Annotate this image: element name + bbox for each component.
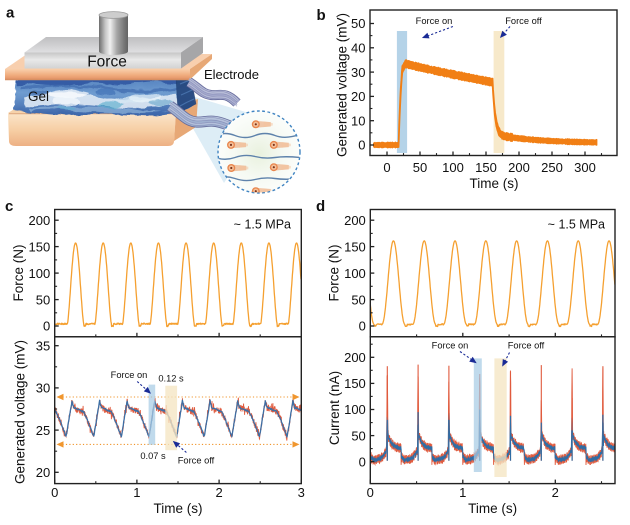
svg-text:Force off: Force off [505, 16, 542, 26]
svg-text:25: 25 [36, 423, 50, 438]
svg-text:Time (s): Time (s) [470, 176, 519, 191]
svg-text:100: 100 [344, 266, 366, 281]
svg-text:200: 200 [344, 350, 366, 365]
svg-text:200: 200 [344, 213, 366, 228]
svg-text:Force on: Force on [111, 370, 148, 380]
svg-text:20: 20 [36, 465, 50, 480]
svg-text:100: 100 [442, 160, 464, 175]
svg-text:50: 50 [351, 292, 365, 307]
svg-text:50: 50 [36, 292, 50, 307]
svg-text:100: 100 [344, 402, 366, 417]
svg-text:Current (nA): Current (nA) [327, 371, 342, 445]
svg-text:1: 1 [133, 485, 140, 500]
svg-text:2: 2 [215, 485, 222, 500]
svg-text:1: 1 [459, 485, 466, 500]
svg-text:150: 150 [344, 376, 366, 391]
svg-text:Generated voltage (mV): Generated voltage (mV) [13, 340, 28, 484]
svg-text:250: 250 [541, 160, 563, 175]
svg-text:0: 0 [43, 319, 50, 334]
svg-text:c: c [5, 198, 13, 215]
svg-text:Force on: Force on [432, 341, 469, 351]
svg-text:50: 50 [413, 160, 427, 175]
svg-text:0: 0 [367, 485, 374, 500]
svg-text:a: a [6, 5, 15, 22]
svg-text:20: 20 [351, 89, 365, 104]
svg-text:Force (N): Force (N) [327, 245, 342, 302]
svg-text:Time (s): Time (s) [468, 501, 517, 516]
svg-text:3: 3 [298, 485, 305, 500]
svg-text:200: 200 [28, 213, 50, 228]
svg-text:10: 10 [351, 113, 365, 128]
svg-text:0.12 s: 0.12 s [158, 374, 184, 384]
svg-text:Force (N): Force (N) [11, 245, 26, 302]
svg-text:2: 2 [552, 485, 559, 500]
svg-text:100: 100 [28, 266, 50, 281]
svg-text:30: 30 [351, 65, 365, 80]
svg-text:0: 0 [359, 319, 366, 334]
svg-text:35: 35 [36, 338, 50, 353]
svg-text:50: 50 [351, 428, 365, 443]
svg-text:Electrode: Electrode [204, 67, 259, 82]
svg-text:Force: Force [87, 54, 127, 71]
svg-text:0: 0 [359, 454, 366, 469]
svg-text:Force off: Force off [508, 341, 545, 351]
svg-text:150: 150 [28, 239, 50, 254]
svg-text:Gel: Gel [28, 89, 49, 104]
svg-text:Time (s): Time (s) [154, 501, 203, 516]
svg-text:40: 40 [351, 41, 365, 56]
svg-text:150: 150 [344, 239, 366, 254]
svg-text:Force off: Force off [178, 456, 215, 466]
svg-text:0.07 s: 0.07 s [140, 451, 166, 461]
svg-text:50: 50 [351, 16, 365, 31]
svg-text:200: 200 [508, 160, 530, 175]
svg-text:~ 1.5 MPa: ~ 1.5 MPa [234, 218, 291, 232]
svg-text:d: d [316, 198, 325, 215]
svg-text:0: 0 [358, 138, 365, 153]
svg-text:30: 30 [36, 381, 50, 396]
svg-text:0: 0 [383, 160, 390, 175]
svg-text:150: 150 [475, 160, 497, 175]
svg-text:300: 300 [574, 160, 596, 175]
svg-text:0: 0 [51, 485, 58, 500]
svg-text:b: b [317, 7, 326, 24]
svg-text:Force on: Force on [416, 16, 453, 26]
svg-text:~ 1.5 MPa: ~ 1.5 MPa [548, 218, 605, 232]
svg-text:Generated voltage (mV): Generated voltage (mV) [335, 13, 350, 157]
